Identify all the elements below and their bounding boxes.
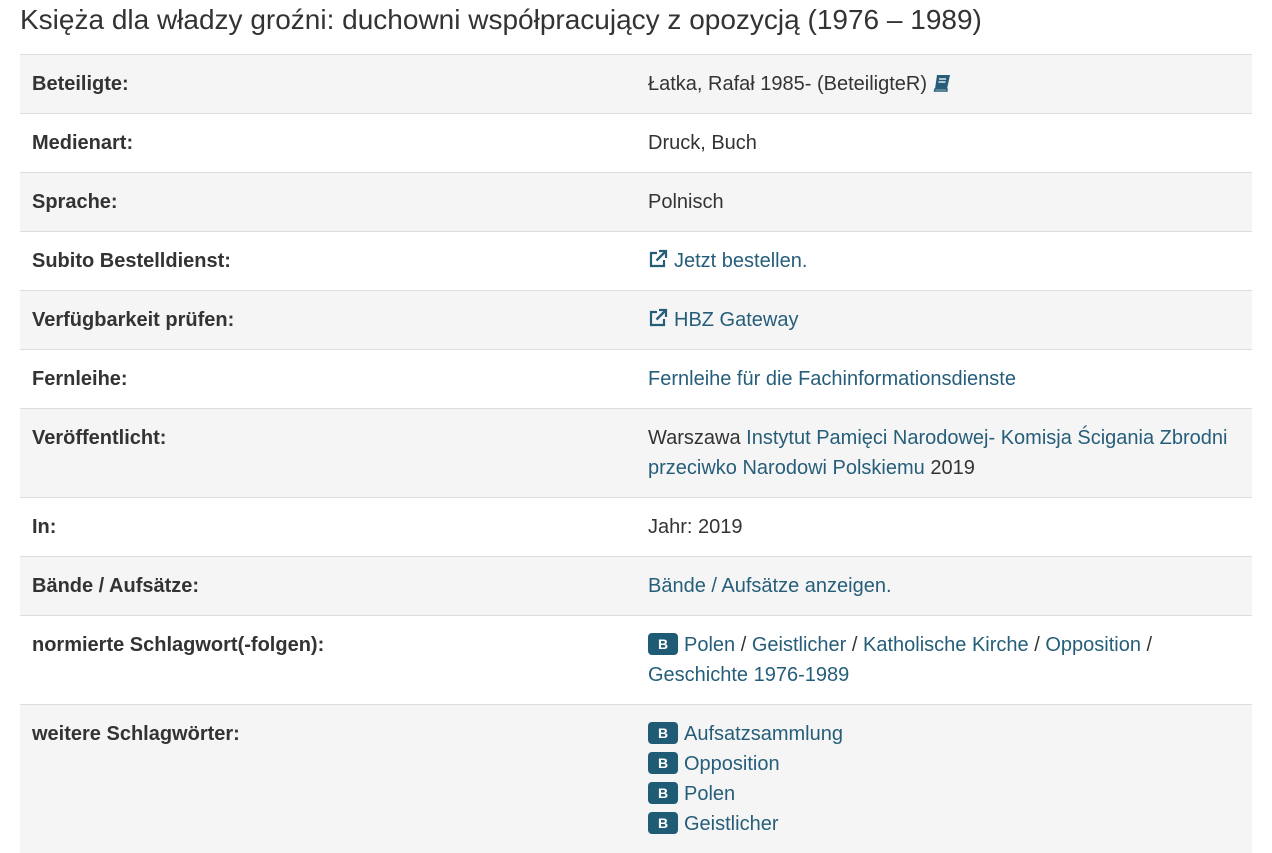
row-medienart: Medienart: Druck, Buch [20,114,1252,173]
hbz-gateway-link[interactable]: HBZ Gateway [648,309,798,331]
keyword-item: B Aufsatzsammlung [648,719,1240,749]
subject-term-link[interactable]: Geistlicher [752,634,846,656]
row-veroeffentlicht: Veröffentlicht: Warszawa Instytut Pamięc… [20,409,1252,498]
value-subito: Jetzt bestellen. [636,232,1252,291]
label-fernleihe: Fernleihe: [20,350,636,409]
row-baende: Bände / Aufsätze: Bände / Aufsätze anzei… [20,557,1252,616]
subject-term-link[interactable]: Geschichte 1976-1989 [648,664,849,686]
page-title: Księża dla władzy groźni: duchowni współ… [20,4,982,36]
subject-term-link[interactable]: Katholische Kirche [863,634,1029,656]
label-verfuegbarkeit: Verfügbarkeit prüfen: [20,291,636,350]
label-in: In: [20,498,636,557]
subject-term-link[interactable]: Polen [684,634,735,656]
label-sprache: Sprache: [20,173,636,232]
label-veroeffentlicht: Veröffentlicht: [20,409,636,498]
value-veroeffentlicht: Warszawa Instytut Pamięci Narodowej- Kom… [636,409,1252,498]
author-name: Łatka, Rafał 1985- (BeteiligteR) [648,73,927,95]
label-normierte-schlagwoerter: normierte Schlagwort(-folgen): [20,616,636,705]
value-fernleihe: Fernleihe für die Fachinformationsdienst… [636,350,1252,409]
value-verfuegbarkeit: HBZ Gateway [636,291,1252,350]
label-beteiligte: Beteiligte: [20,55,636,114]
subject-separator: / [1147,634,1153,656]
keyword-badge: B [648,812,678,834]
label-baende: Bände / Aufsätze: [20,557,636,616]
value-medienart: Druck, Buch [636,114,1252,173]
external-link-icon [648,308,668,328]
value-beteiligte: Łatka, Rafał 1985- (BeteiligteR) [636,55,1252,114]
row-sprache: Sprache: Polnisch [20,173,1252,232]
subject-badge: B [648,633,678,655]
keyword-link[interactable]: Geistlicher [684,813,778,835]
value-sprache: Polnisch [636,173,1252,232]
publication-year: 2019 [930,457,975,479]
keyword-link[interactable]: Aufsatzsammlung [684,723,843,745]
value-baende: Bände / Aufsätze anzeigen. [636,557,1252,616]
subito-order-link[interactable]: Jetzt bestellen. [648,250,807,272]
row-fernleihe: Fernleihe: Fernleihe für die Fachinforma… [20,350,1252,409]
record-details-table: Beteiligte: Łatka, Rafał 1985- (Beteilig… [20,54,1252,853]
keyword-badge: B [648,752,678,774]
row-weitere-schlagwoerter: weitere Schlagwörter: B Aufsatzsammlung B… [20,705,1252,853]
label-subito: Subito Bestelldienst: [20,232,636,291]
row-normierte-schlagwoerter: normierte Schlagwort(-folgen): B Polen / … [20,616,1252,705]
subject-term-link[interactable]: Opposition [1045,634,1141,656]
keyword-item: B Opposition [648,749,1240,779]
row-beteiligte: Beteiligte: Łatka, Rafał 1985- (Beteilig… [20,55,1252,114]
keyword-badge: B [648,722,678,744]
external-link-icon [648,249,668,269]
row-subito: Subito Bestelldienst: Jetzt bestellen. [20,232,1252,291]
book-icon [933,74,951,92]
label-weitere-schlagwoerter: weitere Schlagwörter: [20,705,636,853]
fernleihe-link[interactable]: Fernleihe für die Fachinformationsdienst… [648,368,1016,390]
subject-separator: / [1034,634,1040,656]
publication-place: Warszawa [648,427,741,449]
keyword-item: B Polen [648,779,1240,809]
show-volumes-link[interactable]: Bände / Aufsätze anzeigen. [648,575,892,597]
value-in: Jahr: 2019 [636,498,1252,557]
author-book-link[interactable] [927,73,951,95]
value-normierte-schlagwoerter: B Polen / Geistlicher / Katholische Kirch… [636,616,1252,705]
row-verfuegbarkeit: Verfügbarkeit prüfen: HBZ Gateway [20,291,1252,350]
keyword-link[interactable]: Polen [684,783,735,805]
label-medienart: Medienart: [20,114,636,173]
subito-order-label: Jetzt bestellen. [674,250,807,272]
keyword-item: B Geistlicher [648,809,1240,839]
subject-separator: / [852,634,858,656]
keyword-link[interactable]: Opposition [684,753,780,775]
hbz-gateway-label: HBZ Gateway [674,309,798,331]
value-weitere-schlagwoerter: B Aufsatzsammlung B Opposition B Polen B Gei… [636,705,1252,853]
keyword-badge: B [648,782,678,804]
subject-separator: / [741,634,747,656]
row-in: In: Jahr: 2019 [20,498,1252,557]
